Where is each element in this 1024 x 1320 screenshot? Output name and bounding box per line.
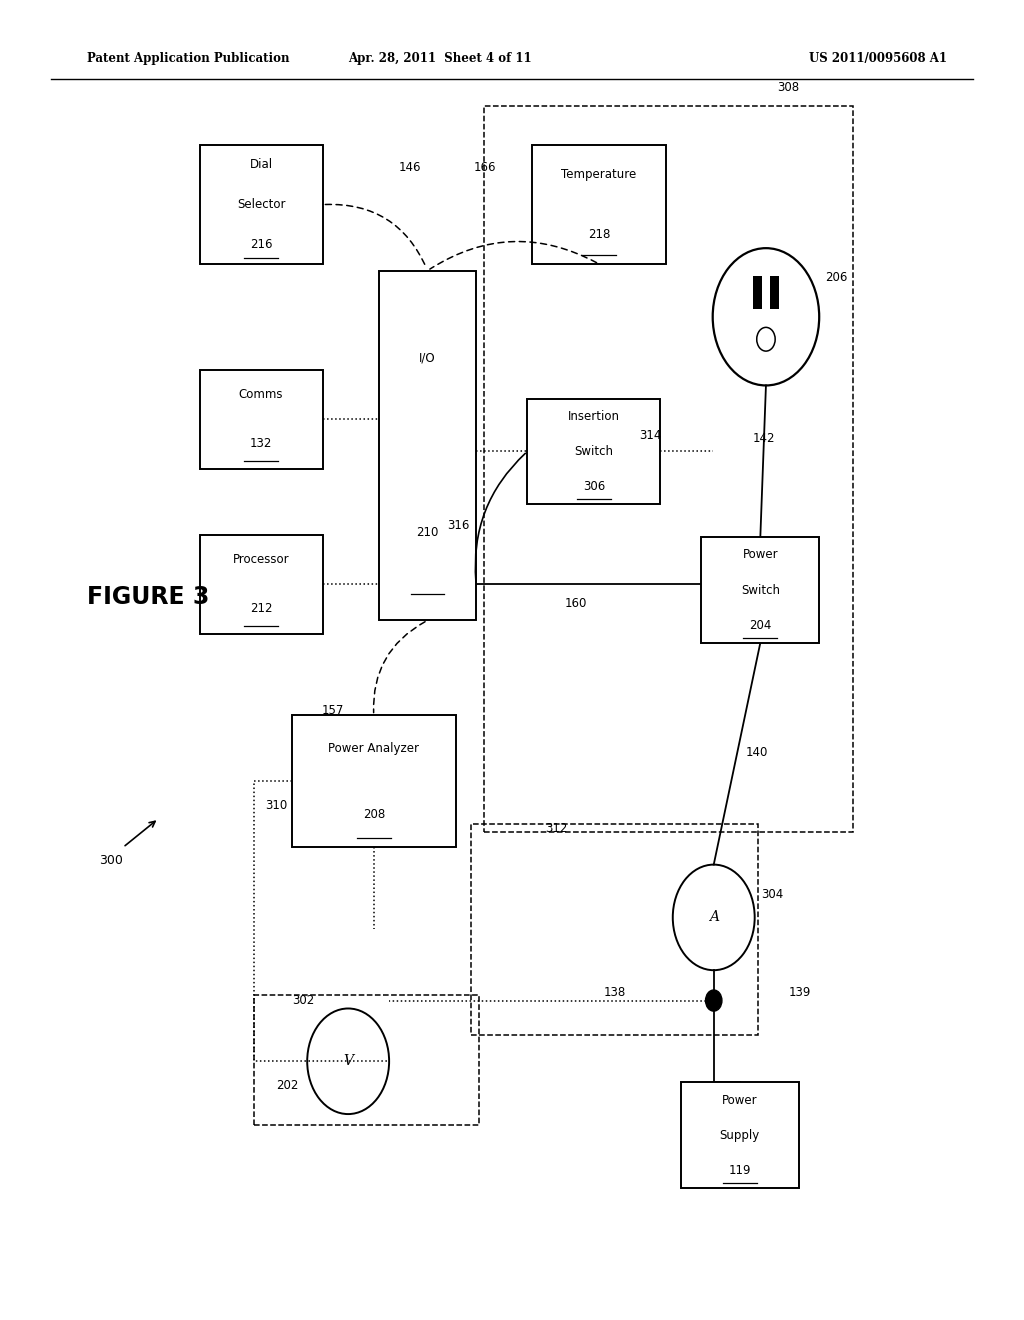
Text: 302: 302 (292, 994, 314, 1007)
Text: Supply: Supply (720, 1129, 760, 1142)
Text: 160: 160 (564, 597, 587, 610)
Bar (527, 399, 660, 504)
Text: 206: 206 (825, 271, 848, 284)
Text: 204: 204 (750, 619, 771, 632)
Text: Power: Power (742, 548, 778, 561)
Bar (770, 276, 779, 309)
Text: 216: 216 (250, 238, 272, 251)
Text: 316: 316 (447, 519, 470, 532)
Bar (379, 271, 476, 620)
Text: V: V (343, 1055, 353, 1068)
Text: I/O: I/O (419, 351, 436, 364)
Text: 139: 139 (788, 986, 811, 999)
Text: 132: 132 (250, 437, 272, 450)
Text: Switch: Switch (740, 583, 780, 597)
Text: 218: 218 (588, 228, 610, 240)
Text: 166: 166 (474, 161, 497, 174)
Text: Dial: Dial (250, 158, 272, 172)
Text: 212: 212 (250, 602, 272, 615)
Text: Selector: Selector (237, 198, 286, 211)
Bar (701, 537, 819, 643)
Text: Switch: Switch (574, 445, 613, 458)
Bar (532, 145, 666, 264)
Text: 210: 210 (417, 527, 438, 540)
Text: 310: 310 (265, 799, 288, 812)
Bar (753, 276, 762, 309)
Text: 308: 308 (777, 81, 800, 94)
Circle shape (706, 990, 722, 1011)
Bar (471, 824, 758, 1035)
Bar (292, 715, 456, 847)
Text: 306: 306 (583, 480, 605, 494)
Text: Processor: Processor (232, 553, 290, 566)
Bar (200, 370, 323, 469)
Text: 138: 138 (603, 986, 626, 999)
Text: US 2011/0095608 A1: US 2011/0095608 A1 (809, 51, 947, 65)
Text: 157: 157 (322, 704, 344, 717)
Bar (484, 106, 853, 832)
Text: 119: 119 (729, 1164, 751, 1177)
Text: 146: 146 (398, 161, 421, 174)
Text: 140: 140 (745, 746, 768, 759)
Text: 208: 208 (362, 808, 385, 821)
Text: Temperature: Temperature (561, 169, 637, 181)
Text: Power: Power (722, 1093, 758, 1106)
Bar (200, 535, 323, 634)
Text: 142: 142 (753, 432, 775, 445)
Bar (200, 145, 323, 264)
Text: 314: 314 (639, 429, 662, 442)
Text: 300: 300 (98, 854, 123, 867)
Text: Insertion: Insertion (568, 409, 620, 422)
Bar (681, 1082, 799, 1188)
Bar (254, 995, 479, 1125)
Text: A: A (709, 911, 719, 924)
Text: Apr. 28, 2011  Sheet 4 of 11: Apr. 28, 2011 Sheet 4 of 11 (348, 51, 532, 65)
Text: Patent Application Publication: Patent Application Publication (87, 51, 290, 65)
Text: Comms: Comms (239, 388, 284, 401)
Text: Power Analyzer: Power Analyzer (329, 742, 419, 755)
Text: 312: 312 (545, 822, 567, 836)
Text: 304: 304 (761, 888, 783, 902)
Text: FIGURE 3: FIGURE 3 (87, 585, 210, 609)
Text: 202: 202 (276, 1078, 299, 1092)
